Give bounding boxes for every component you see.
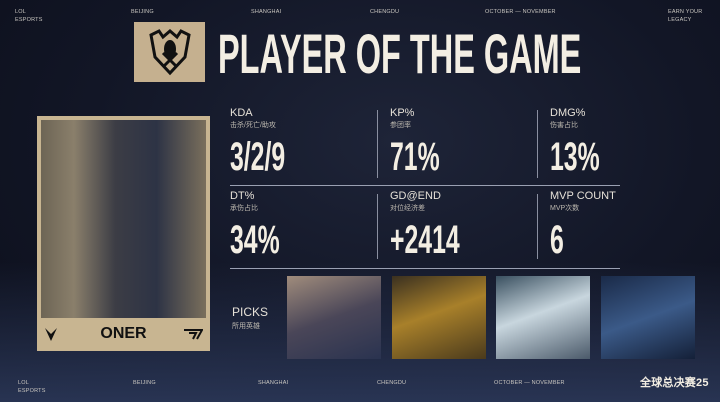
stat-sublabel: 承伤占比: [230, 205, 258, 212]
picks-sublabel: 所用英雄: [232, 323, 260, 330]
stat-sublabel: 伤害占比: [550, 122, 578, 129]
stat-sublabel: 参团率: [390, 122, 411, 129]
header-text: ESPORTS: [15, 17, 43, 23]
champion-pick-3: [496, 276, 590, 359]
stat-value: 6: [550, 218, 564, 262]
champion-pick-2: [392, 276, 486, 359]
header-tagline: EARN YOUR LEGACY: [668, 8, 702, 24]
stat-sublabel: MVP次数: [550, 205, 580, 212]
header-dates: OCTOBER — NOVEMBER: [485, 9, 556, 15]
picks-label: PICKS: [232, 305, 269, 319]
stat-sublabel: 对位经济差: [390, 205, 425, 212]
champion-pick-4: [601, 276, 695, 359]
worlds-brand-logo: 全球总决赛25: [640, 377, 709, 389]
page-title: PLAYER OF THE GAME: [218, 22, 582, 85]
stat-label: MVP COUNT: [550, 190, 616, 202]
stat-label: DMG%: [550, 107, 586, 119]
footer-city: SHANGHAI: [258, 380, 289, 386]
header-text: LOL: [15, 9, 26, 15]
divider: [377, 110, 378, 178]
footer-text: LOL: [18, 380, 29, 386]
header-lol-esports: LOL ESPORTS: [15, 8, 43, 24]
stat-label: KP%: [390, 107, 415, 119]
header-city: CHENGDU: [370, 9, 400, 15]
player-name: ONER: [100, 325, 147, 342]
divider: [230, 268, 620, 269]
header-text: EARN YOUR: [668, 9, 703, 15]
footer-dates: OCTOBER — NOVEMBER: [494, 380, 565, 386]
league-logo-icon: [45, 328, 57, 341]
stat-value: 34%: [230, 218, 280, 262]
stat-value: +2414: [390, 218, 460, 262]
player-photo: [41, 120, 206, 318]
header-city: SHANGHAI: [251, 9, 282, 15]
worlds-logo: [134, 22, 205, 82]
footer-text: ESPORTS: [18, 388, 46, 394]
stat-value: 71%: [390, 135, 440, 179]
worlds-trophy-icon: [148, 29, 191, 76]
stat-label: GD@END: [390, 190, 441, 202]
divider: [377, 194, 378, 259]
footer-city: CHENGDU: [377, 380, 407, 386]
footer-city: BEIJING: [133, 380, 156, 386]
stat-label: DT%: [230, 190, 255, 202]
player-card: ONER: [37, 116, 210, 351]
header-city: BEIJING: [131, 9, 154, 15]
divider: [230, 185, 620, 186]
divider: [537, 194, 538, 259]
stat-value: 3/2/9: [230, 135, 286, 179]
footer-lol-esports: LOL ESPORTS: [18, 379, 46, 395]
stat-label: KDA: [230, 107, 253, 119]
header-text: LEGACY: [668, 17, 692, 23]
stat-sublabel: 击杀/死亡/助攻: [230, 122, 276, 129]
team-logo-icon: [184, 329, 203, 340]
divider: [537, 110, 538, 178]
champion-pick-1: [287, 276, 381, 359]
stat-value: 13%: [550, 135, 600, 179]
